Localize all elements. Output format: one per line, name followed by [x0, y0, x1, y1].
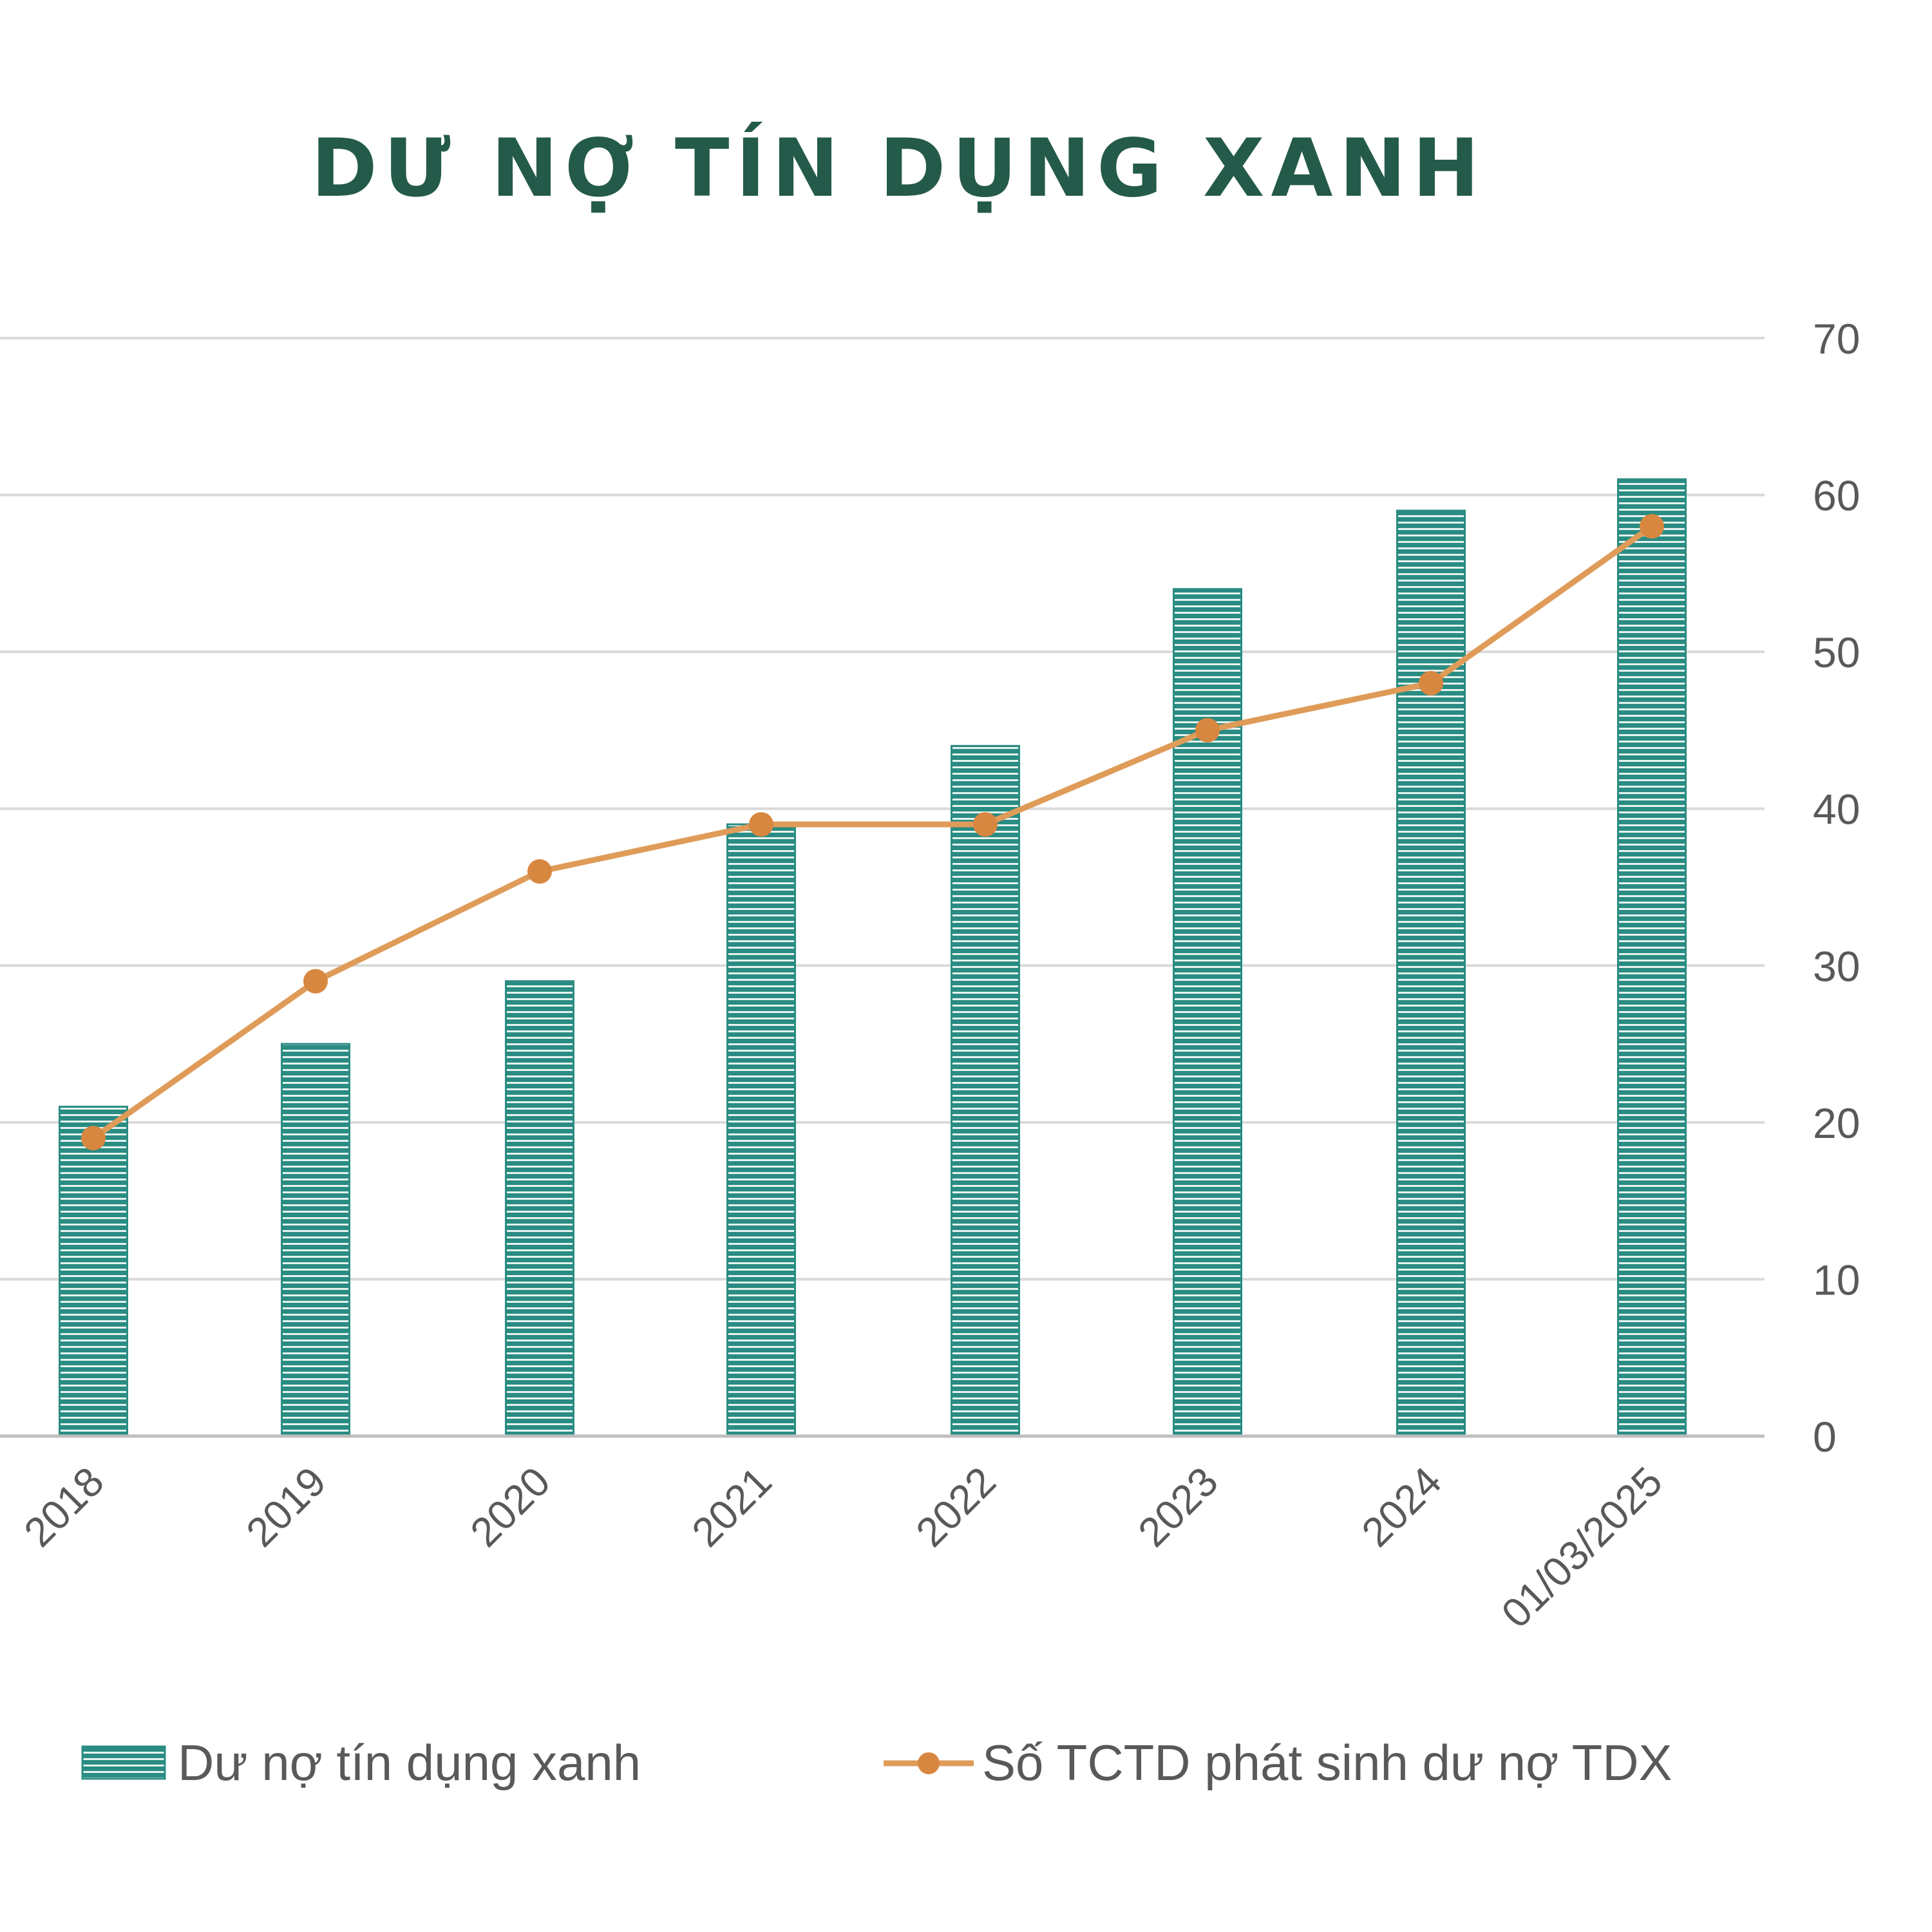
legend-label: Dư nợ tín dụng xanh [178, 1734, 641, 1791]
y-tick-label: 0 [1813, 1413, 1837, 1461]
gridlines [0, 337, 1765, 1281]
y-tick-label: 20 [1813, 1099, 1860, 1147]
x-axis-tick-labels: 2018 2019 2020 2021 2022 2023 2024 01/03/2025 [15, 1458, 1671, 1636]
y-tick-label: 40 [1813, 786, 1860, 833]
x-tick-label: 2018 [15, 1458, 113, 1556]
x-tick-label: 2024 [1352, 1458, 1450, 1556]
bar [59, 1106, 128, 1437]
legend-swatch-bar [81, 1745, 166, 1780]
x-tick-label: 2019 [237, 1458, 335, 1556]
legend-item-line: Số TCTD phát sinh dư nợ TDX [884, 1734, 1672, 1791]
line-marker [527, 859, 552, 884]
y-tick-label: 70 [1813, 315, 1860, 363]
bar [1173, 588, 1242, 1437]
line-marker [1195, 717, 1220, 743]
chart-title: DƯ NỢ TÍN DỤNG XANH [310, 122, 1486, 215]
series-line [90, 523, 1655, 1141]
bar [505, 980, 574, 1437]
legend-swatch-marker [918, 1752, 940, 1774]
line-marker [1419, 670, 1443, 696]
bar-series [59, 478, 1687, 1437]
y-axis-tick-labels: 0 10 20 30 40 50 60 70 [1813, 315, 1860, 1461]
legend-item-bar: Dư nợ tín dụng xanh [81, 1734, 641, 1791]
legend: Dư nợ tín dụng xanh Số TCTD phát sinh dư … [81, 1734, 1672, 1791]
line-marker [749, 812, 773, 837]
x-tick-label: 2023 [1129, 1458, 1227, 1556]
line-marker [1640, 514, 1664, 539]
line-marker [303, 969, 328, 994]
y-tick-label: 10 [1813, 1256, 1860, 1303]
line-series [81, 514, 1664, 1151]
bar [726, 823, 796, 1437]
bar [281, 1043, 350, 1437]
bar [1396, 509, 1466, 1437]
line-marker [973, 812, 998, 837]
x-tick-label: 2021 [683, 1458, 781, 1556]
bar [951, 744, 1020, 1437]
y-tick-label: 50 [1813, 629, 1860, 676]
x-tick-label: 2020 [461, 1458, 559, 1556]
x-tick-label: 01/03/2025 [1492, 1458, 1671, 1636]
legend-label: Số TCTD phát sinh dư nợ TDX [982, 1734, 1672, 1791]
bar [1617, 478, 1687, 1437]
y-tick-label: 30 [1813, 942, 1860, 990]
y-tick-label: 60 [1813, 472, 1860, 520]
x-tick-label: 2022 [907, 1458, 1005, 1556]
line-marker [81, 1126, 106, 1151]
